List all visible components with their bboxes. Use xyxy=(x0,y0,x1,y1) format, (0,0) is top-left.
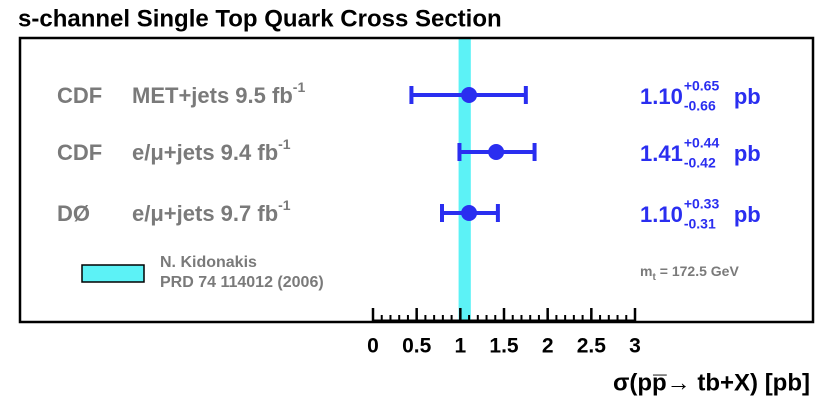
data-point xyxy=(488,144,505,160)
mass-annotation: mt = 172.5 GeV xyxy=(640,263,739,283)
mass-symbol: m xyxy=(640,263,652,279)
data-point xyxy=(461,205,478,221)
unit-label: pb xyxy=(734,84,761,109)
channel-text: e/μ+jets 9.4 fb xyxy=(132,140,278,165)
theory-band xyxy=(458,38,471,322)
x-axis-label: σ(pp̅→ tb+X) [pb] xyxy=(613,369,810,396)
channel-text: MET+jets 9.5 fb xyxy=(132,83,293,108)
legend-text: PRD 74 114012 (2006) xyxy=(160,274,324,291)
x-tick-label: 1 xyxy=(454,335,466,358)
channel-label: e/μ+jets 9.4 fb-1 xyxy=(132,136,291,165)
err-high-label: +0.44 xyxy=(684,135,720,151)
value-label: 1.41 xyxy=(640,141,683,166)
channel-superscript: -1 xyxy=(293,79,306,95)
channel-superscript: -1 xyxy=(278,136,291,152)
unit-label: pb xyxy=(734,141,761,166)
unit-label: pb xyxy=(734,202,761,227)
err-high-label: +0.33 xyxy=(684,196,720,212)
experiment-label: CDF xyxy=(57,83,102,108)
value-label: 1.10 xyxy=(640,84,683,109)
x-tick-label: 1.5 xyxy=(489,335,519,358)
x-tick-label: 0 xyxy=(367,335,379,358)
err-low-label: -0.31 xyxy=(684,216,716,232)
x-tick-label: 2.5 xyxy=(577,335,607,358)
mass-subscript: t xyxy=(652,272,656,283)
x-tick-label: 3 xyxy=(629,335,641,358)
channel-label: e/μ+jets 9.7 fb-1 xyxy=(132,197,291,226)
err-high-label: +0.65 xyxy=(684,78,720,94)
channel-text: e/μ+jets 9.7 fb xyxy=(132,201,278,226)
channel-superscript: -1 xyxy=(278,197,291,213)
mass-text: = 172.5 GeV xyxy=(660,263,740,279)
err-low-label: -0.66 xyxy=(684,98,716,114)
err-low-label: -0.42 xyxy=(684,155,716,171)
legend-text: N. Kidonakis xyxy=(160,254,257,271)
legend-swatch xyxy=(81,264,145,283)
experiment-label: CDF xyxy=(57,140,102,165)
x-tick-label: 0.5 xyxy=(402,335,432,358)
channel-label: MET+jets 9.5 fb-1 xyxy=(132,79,305,108)
data-point xyxy=(461,87,478,103)
chart-title: s-channel Single Top Quark Cross Section xyxy=(18,5,502,32)
experiment-label: DØ xyxy=(57,201,90,226)
value-label: 1.10 xyxy=(640,202,683,227)
x-tick-label: 2 xyxy=(542,335,554,358)
